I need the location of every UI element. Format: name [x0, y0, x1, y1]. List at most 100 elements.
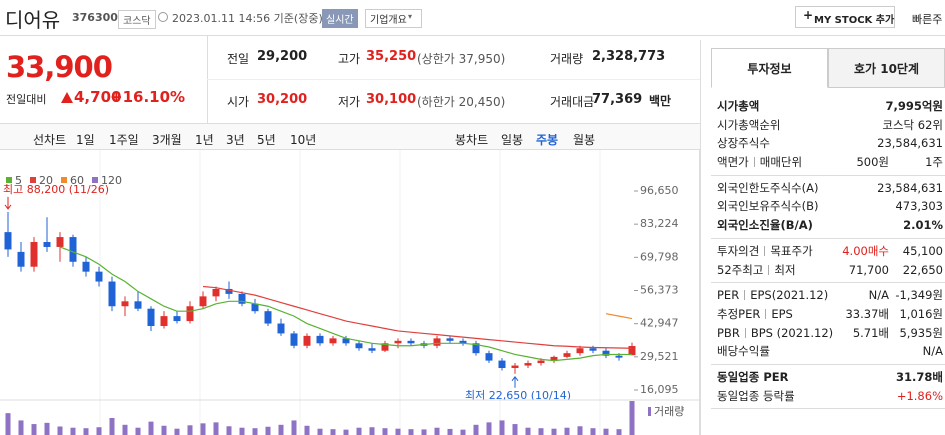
volume-bar: [603, 428, 609, 435]
info-value: 500원: [856, 155, 889, 170]
candle-body: [329, 338, 337, 344]
label-text: 52주최고: [717, 262, 764, 277]
info-value: N/A: [922, 344, 943, 359]
label-text: 매매단위: [759, 155, 803, 170]
candle-body: [186, 306, 194, 322]
y-tick-label: 16,095: [640, 383, 679, 396]
info-row: 배당수익률 N/A: [717, 342, 945, 361]
period-tab[interactable]: 3년: [226, 133, 245, 147]
candle-body: [615, 355, 623, 358]
candle-body: [485, 353, 493, 361]
volume-bar: [226, 426, 232, 435]
candle-body: [498, 360, 506, 369]
change-rate: +16.10%: [110, 88, 186, 106]
label: 전일: [227, 52, 250, 66]
mystock-label: MY STOCK 추가: [814, 15, 895, 26]
separator: [753, 157, 755, 168]
candle-body: [368, 348, 376, 351]
overview-button[interactable]: 기업개요: [365, 9, 422, 28]
candle-body: [212, 288, 220, 297]
dropdown-icon: ▾: [408, 12, 413, 21]
period-tab[interactable]: 5년: [257, 133, 276, 147]
label-text: EPS(2021.12): [750, 288, 829, 303]
value: 35,250: [366, 49, 417, 64]
separator: [744, 327, 746, 338]
volume-bar: [447, 428, 453, 435]
candle-body: [511, 365, 519, 369]
info-row: 시가총액 7,995억원: [717, 97, 945, 116]
realtime-badge[interactable]: 실시간: [322, 9, 358, 28]
moving-average: [59, 246, 632, 362]
period-tab[interactable]: 3개월: [152, 133, 182, 147]
info-row: 동일업종 등락률 +1.86%: [717, 387, 945, 406]
low-annotation: 최저 22,650 (10/14): [465, 389, 571, 402]
plus-icon: +: [803, 8, 814, 22]
label-text: 동일업종 PER: [717, 369, 789, 384]
candle-body: [355, 343, 363, 349]
volume-label: 거래량: [654, 405, 684, 418]
candle-body: [4, 232, 12, 250]
candle-body: [342, 338, 350, 344]
period-tab[interactable]: 10년: [290, 133, 317, 147]
info-label: 투자의견 목표주가: [717, 242, 813, 261]
moving-average: [605, 313, 633, 320]
volume-bar: [486, 422, 492, 435]
period-tab[interactable]: 일봉: [501, 133, 524, 147]
info-group: 외국인한도주식수(A) 23,584,631 외국인보유주식수(B) 473,303 외…: [711, 176, 945, 239]
volume-bar: [18, 420, 24, 435]
volume-bar: [5, 413, 11, 435]
label-text: EPS: [771, 306, 793, 321]
volume-bar: [213, 422, 219, 435]
mystock-button[interactable]: [795, 6, 895, 28]
info-row: 52주최고 최저 71,700 22,650: [717, 261, 945, 280]
info-row: 액면가 매매단위 500원 1주: [717, 153, 945, 172]
info-value: 코스닥 62위: [882, 117, 943, 132]
summary-row: 전일 29,200 고가 35,250 (상한가 37,950) 거래량 2,328,7…: [207, 37, 700, 80]
legend-label: 60: [70, 174, 84, 187]
info-label: 외국인소진율(B/A): [717, 216, 813, 235]
info-row: 추정PER EPS 33.37배 1,016원: [717, 305, 945, 324]
volume-bar: [83, 428, 89, 435]
tab-label: 봉차트: [455, 133, 489, 147]
info-label: 상장주식수: [717, 134, 770, 153]
stock-code: 376300: [72, 11, 118, 24]
candle-body: [433, 338, 441, 346]
period-tab[interactable]: 1년: [195, 133, 214, 147]
info-value: 45,100: [902, 243, 943, 258]
candle-body: [537, 360, 545, 364]
info-value: 22,650: [902, 262, 943, 277]
candle-body: [69, 237, 77, 262]
quick-link[interactable]: 빠른주: [912, 13, 943, 26]
tab-label: 선차트: [33, 133, 67, 147]
moving-average: [202, 285, 633, 349]
y-tick-label: 96,650: [640, 184, 679, 197]
volume-bar: [278, 424, 284, 435]
candle-body: [82, 261, 90, 272]
side-tab[interactable]: 투자정보: [711, 48, 828, 88]
label-text: 투자의견: [717, 243, 760, 258]
label-text: 액면가: [717, 155, 749, 170]
label-text: 최저: [774, 262, 796, 277]
candle-body: [628, 346, 636, 356]
info-value: 23,584,631: [877, 180, 943, 195]
info-label: PBR BPS (2021.12): [717, 324, 833, 343]
change-label: 전일대비: [6, 93, 47, 106]
separator: [765, 308, 767, 319]
legend-swatch: [6, 177, 12, 183]
period-tab[interactable]: 1주일: [109, 133, 139, 147]
info-row: 동일업종 PER 31.78배: [717, 368, 945, 387]
candle-body: [394, 340, 402, 344]
period-tab[interactable]: 1일: [76, 133, 95, 147]
info-label: 액면가 매매단위: [717, 153, 802, 172]
side-tab[interactable]: 호가 10단계: [828, 48, 945, 88]
info-value: N/A: [868, 288, 889, 303]
divider: [0, 35, 945, 36]
info-label: 추정PER EPS: [717, 305, 793, 324]
period-tab[interactable]: 월봉: [573, 133, 596, 147]
volume-bar: [148, 421, 154, 435]
volume-bar: [343, 429, 349, 435]
period-tab[interactable]: 주봉: [536, 133, 559, 147]
label: 시가: [227, 95, 250, 109]
separator: [768, 264, 770, 275]
